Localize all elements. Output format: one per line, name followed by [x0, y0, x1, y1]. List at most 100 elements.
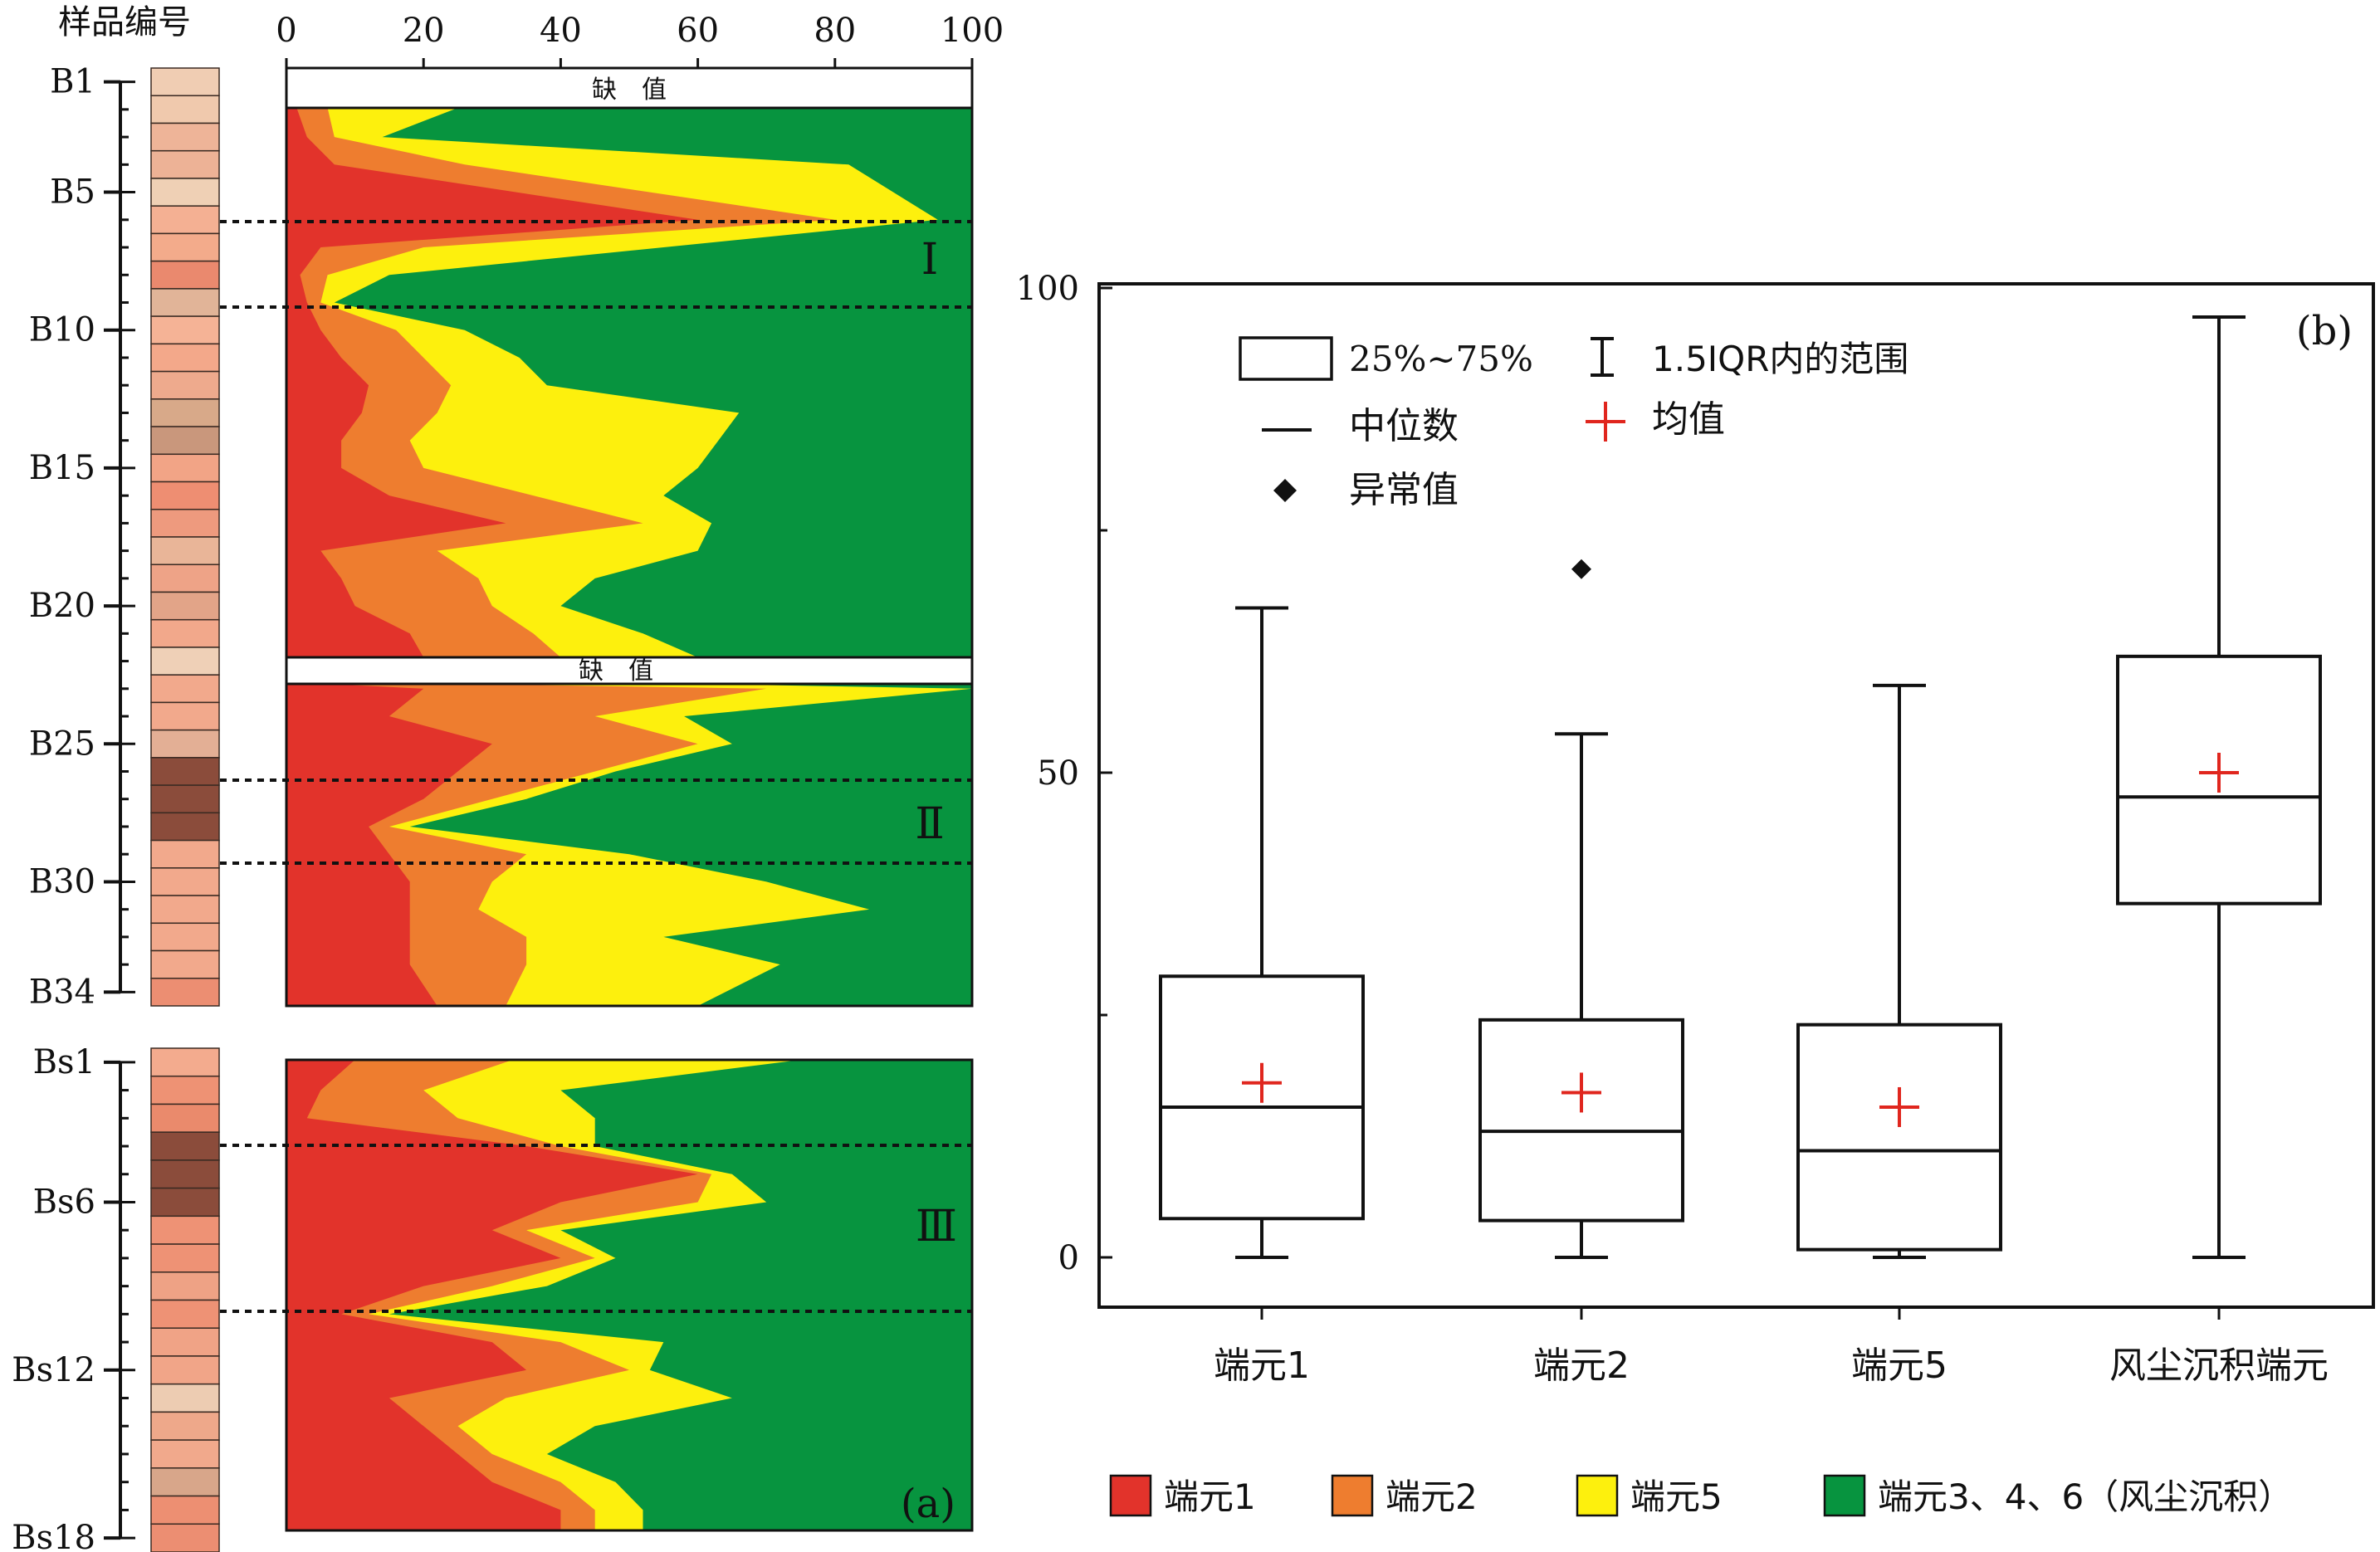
sample-cell [150, 1467, 220, 1497]
sample-cell [150, 1131, 220, 1161]
boxplot-item [1478, 559, 1684, 1259]
sample-label: Bs18 [12, 1519, 95, 1552]
sample-cell [150, 922, 220, 952]
top-axis-tick-label: 40 [540, 12, 582, 50]
top-axis-tick-label: 80 [814, 12, 856, 50]
iqr-box [1478, 1018, 1684, 1223]
endmember1-area [286, 108, 698, 657]
legend-swatch [1576, 1474, 1619, 1517]
boxplot-item [1796, 683, 2002, 1259]
sample-cell [150, 205, 220, 235]
sample-cell [150, 949, 220, 979]
sample-cell [150, 398, 220, 427]
sample-cell [150, 1327, 220, 1357]
top-axis-tick-label: 60 [677, 12, 719, 50]
frame-bs [285, 1058, 974, 1532]
sample-cell [150, 1187, 220, 1218]
x-axis-labels: 端元1 端元2 端元5 风尘沉积端元 [1214, 1307, 2329, 1387]
sample-label: B10 [29, 311, 95, 349]
sample-cell [150, 618, 220, 648]
sample-cell [150, 1411, 220, 1441]
sample-label: B15 [29, 449, 95, 487]
top-axis: 0 20 40 60 80 100 [276, 12, 1004, 70]
sample-column-b [150, 67, 220, 1007]
sample-cell [150, 839, 220, 869]
legend-box-label: 25%~75% [1349, 339, 1533, 379]
boxplot-item [2116, 315, 2322, 1259]
legend-box-swatch [1239, 336, 1333, 381]
sample-cell [150, 453, 220, 483]
sample-cell [150, 591, 220, 621]
sample-cell [150, 1299, 220, 1329]
sample-cell [150, 647, 220, 676]
boxplot-item [1159, 606, 1365, 1259]
sample-cell [150, 67, 220, 96]
sample-cell [150, 895, 220, 925]
sample-cell [150, 288, 220, 317]
legend-swatch [1109, 1474, 1152, 1517]
iqr-box [1796, 1022, 2002, 1252]
x-axis-category-label: 端元5 [1851, 1345, 1947, 1387]
sample-cell [150, 757, 220, 786]
sample-cell [150, 1215, 220, 1245]
sample-cell [150, 867, 220, 896]
legend-whisker-label: 1.5IQR内的范围 [1652, 339, 1908, 379]
sample-cell [150, 1075, 220, 1105]
sample-cell [150, 1355, 220, 1385]
sample-label: B25 [29, 725, 95, 763]
legend-label: 端元5 [1630, 1476, 1723, 1517]
sample-label: Bs1 [33, 1043, 95, 1081]
legend-label: 端元3、4、6（风尘沉积） [1878, 1476, 2293, 1517]
sample-cell [150, 1159, 220, 1189]
depth-axis-bs: Bs1 Bs6 Bs12 Bs18 [12, 1043, 135, 1552]
boxplots [1159, 315, 2322, 1259]
sample-cell [150, 701, 220, 731]
endmember-legend: 端元1 端元2 端元5 端元3、4、6（风尘沉积） [1109, 1474, 2293, 1517]
sample-label: B34 [29, 973, 95, 1011]
stacked-area-bs [286, 1060, 972, 1530]
outlier-point [1571, 559, 1591, 579]
sample-cell [150, 509, 220, 538]
x-axis-category-label: 端元1 [1214, 1345, 1310, 1387]
sample-cell [150, 812, 220, 842]
sample-cell [150, 674, 220, 704]
sample-cell [150, 481, 220, 510]
sample-cell [150, 1495, 220, 1525]
endmember1-area [286, 684, 492, 1006]
legend-label: 端元2 [1385, 1476, 1478, 1517]
panel-a-label: (a) [901, 1481, 955, 1527]
sample-cell [150, 315, 220, 345]
stacked-area-b-lower [286, 684, 972, 1006]
sample-column-header: 样品编号 [58, 3, 191, 41]
y-axis-tick-label: 50 [1037, 754, 1079, 793]
sample-label: B30 [29, 862, 95, 900]
missing-label-middle: 缺 值 [579, 656, 653, 686]
plot-legend: 25%~75% 1.5IQR内的范围 中位数 均值 异常值 [1239, 336, 1908, 511]
zone-label-1: Ⅰ [921, 235, 939, 285]
legend-mean-symbol [1586, 402, 1625, 442]
legend-whisker-symbol [1591, 337, 1614, 377]
sample-cell [150, 260, 220, 290]
legend-mean-label: 均值 [1652, 398, 1725, 441]
sample-cell [150, 426, 220, 456]
sample-cell [150, 1047, 220, 1077]
sample-cell [150, 1271, 220, 1301]
legend-outlier-label: 异常值 [1349, 469, 1459, 511]
top-axis-tick-label: 0 [276, 12, 296, 50]
sample-cell [150, 536, 220, 565]
frame-b [285, 66, 974, 1008]
boundary-lines [220, 220, 972, 1313]
endmember1-area [286, 1060, 698, 1530]
sample-label: B1 [50, 63, 95, 101]
missing-bar-middle [285, 656, 974, 686]
y-axis-tick-label: 0 [1058, 1239, 1079, 1277]
sample-label: B5 [50, 173, 95, 212]
sample-cell [150, 122, 220, 152]
zone-label-3: Ⅲ [916, 1202, 957, 1252]
panel-b-label: (b) [2296, 308, 2353, 354]
sample-cell [150, 1103, 220, 1133]
sample-cell [150, 343, 220, 373]
sample-cell [150, 149, 220, 179]
sample-cell [150, 178, 220, 207]
